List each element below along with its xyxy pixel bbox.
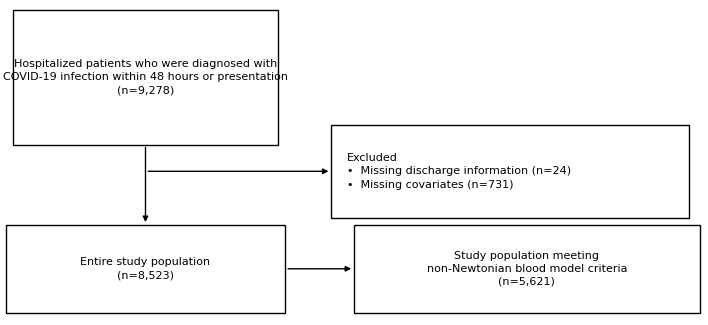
Text: Hospitalized patients who were diagnosed with
COVID-19 infection within 48 hours: Hospitalized patients who were diagnosed…: [3, 59, 288, 95]
Bar: [331, 125, 689, 218]
Text: Entire study population
(n=8,523): Entire study population (n=8,523): [81, 257, 210, 280]
Text: Excluded
•  Missing discharge information (n=24)
•  Missing covariates (n=731): Excluded • Missing discharge information…: [347, 153, 571, 189]
Bar: [6, 225, 285, 313]
Bar: [354, 225, 700, 313]
Text: Study population meeting
non-Newtonian blood model criteria
(n=5,621): Study population meeting non-Newtonian b…: [426, 251, 627, 287]
Bar: [13, 10, 278, 145]
